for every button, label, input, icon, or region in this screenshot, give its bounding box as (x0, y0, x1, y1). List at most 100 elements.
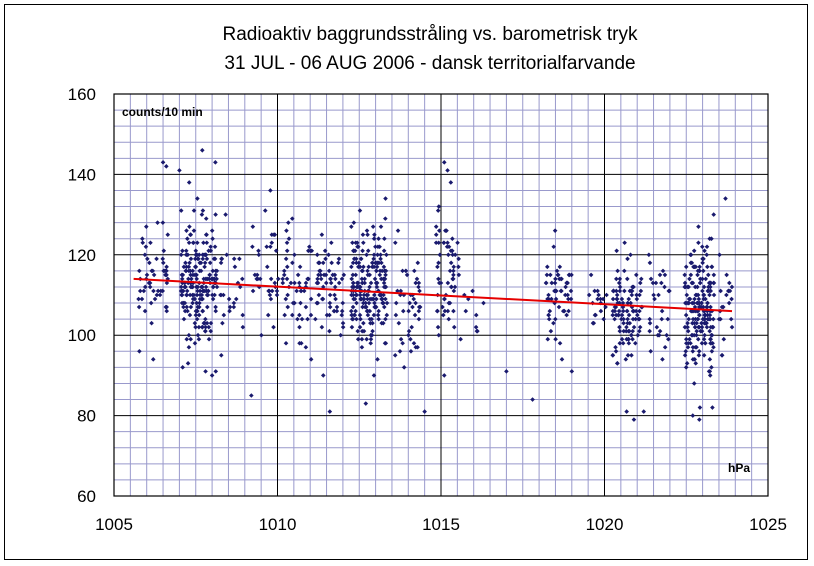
data-point (319, 232, 325, 237)
data-point (354, 284, 360, 290)
data-point (318, 276, 324, 282)
data-point (377, 268, 383, 274)
data-point (140, 240, 146, 246)
data-point (354, 316, 359, 322)
data-point (411, 340, 417, 346)
data-point (355, 280, 361, 286)
data-point (203, 324, 208, 330)
data-point (209, 373, 215, 378)
data-point (381, 304, 387, 310)
y-tick-label: 160 (68, 85, 96, 104)
data-point (351, 256, 357, 262)
data-point (306, 248, 311, 254)
data-point (231, 300, 237, 306)
data-point (557, 264, 563, 270)
data-point (250, 244, 255, 250)
data-point (184, 292, 190, 298)
data-point (220, 320, 225, 326)
data-point (445, 240, 450, 246)
data-point (697, 417, 702, 422)
data-point (210, 236, 215, 242)
data-point (196, 336, 202, 342)
data-point (367, 296, 373, 302)
data-point (268, 188, 273, 193)
data-point (365, 248, 371, 254)
data-point (350, 260, 356, 266)
data-point (193, 324, 198, 330)
data-point (648, 276, 654, 282)
data-point (299, 316, 305, 322)
data-point (396, 320, 402, 326)
data-point (194, 252, 200, 258)
data-point (621, 320, 626, 326)
data-point (695, 284, 700, 290)
data-point (568, 296, 574, 302)
data-point (200, 288, 206, 294)
data-point (711, 344, 716, 350)
data-point (307, 244, 312, 250)
data-point (192, 256, 198, 262)
data-point (361, 292, 367, 298)
data-point (202, 328, 208, 334)
data-point (327, 304, 333, 310)
data-point (148, 240, 153, 246)
data-point (221, 312, 227, 318)
data-point (284, 248, 290, 254)
data-point (624, 308, 630, 314)
data-point (377, 244, 382, 250)
data-point (191, 208, 197, 213)
data-point (208, 248, 214, 254)
data-point (552, 280, 558, 286)
data-point (551, 320, 556, 326)
data-point (143, 244, 149, 250)
data-point (619, 312, 625, 318)
data-point (383, 316, 388, 322)
data-point (707, 292, 712, 298)
data-point (184, 304, 190, 310)
data-point (192, 296, 198, 302)
data-point (416, 316, 422, 322)
data-point (546, 292, 551, 298)
data-point (619, 336, 625, 342)
y-tick-label: 140 (68, 165, 96, 184)
data-point (397, 348, 403, 354)
data-point (178, 284, 184, 290)
data-point (207, 272, 213, 278)
data-point (592, 312, 598, 318)
data-point (336, 260, 341, 266)
data-point (286, 236, 292, 242)
data-point (706, 316, 712, 322)
data-point (684, 361, 690, 366)
data-point (358, 296, 363, 302)
data-point (362, 304, 368, 310)
data-point (689, 332, 695, 338)
data-point (371, 256, 376, 262)
data-point (637, 292, 642, 298)
data-point (371, 373, 377, 378)
data-point (193, 248, 199, 254)
data-point (403, 268, 409, 274)
data-point (729, 284, 735, 290)
data-point (142, 252, 148, 258)
data-point (395, 228, 401, 233)
data-point (147, 260, 152, 266)
data-point (691, 248, 697, 254)
data-point (374, 280, 380, 286)
data-point (338, 332, 343, 338)
data-point (160, 256, 166, 262)
data-point (336, 256, 342, 262)
data-point (196, 256, 201, 262)
data-point (614, 296, 620, 302)
data-point (416, 308, 422, 314)
data-point (448, 248, 454, 254)
data-point (631, 417, 637, 422)
data-point (378, 252, 383, 258)
data-point (358, 256, 364, 262)
data-point (433, 240, 439, 246)
data-point (692, 324, 698, 330)
data-point (598, 296, 603, 302)
data-point (659, 316, 665, 322)
data-point (327, 292, 333, 298)
data-point (213, 160, 218, 165)
data-point (226, 296, 232, 302)
